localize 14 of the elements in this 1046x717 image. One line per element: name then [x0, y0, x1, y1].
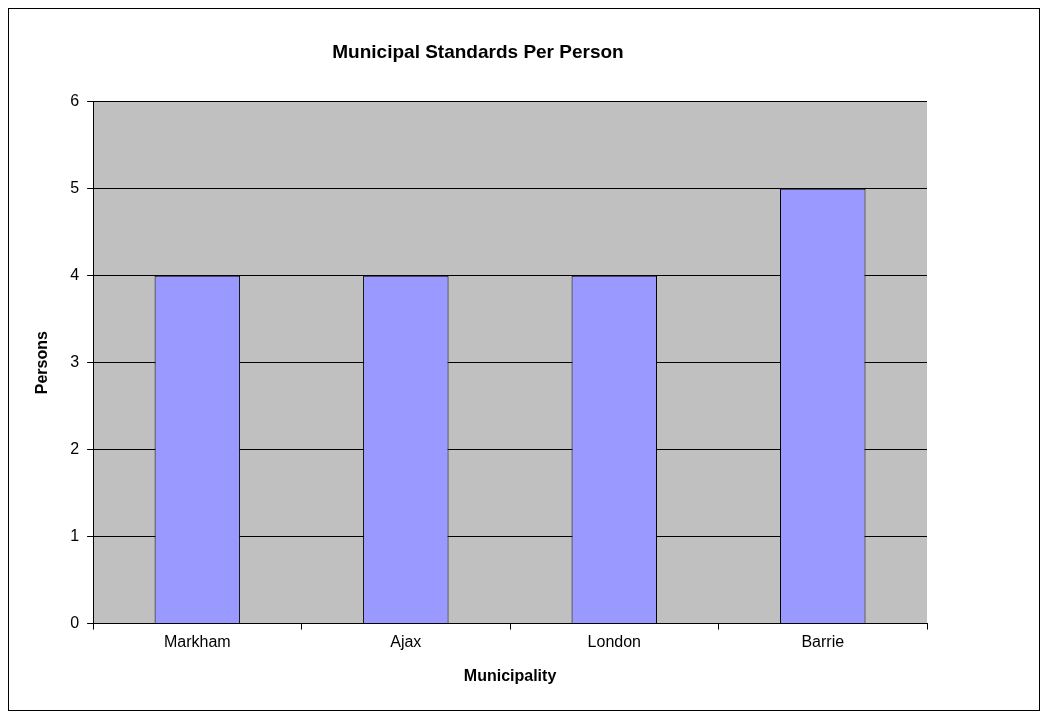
y-tick-label: 3	[70, 353, 80, 371]
y-axis-title: Persons	[33, 331, 51, 395]
y-tick-label: 4	[70, 266, 80, 284]
chart-title: Municipal Standards Per Person	[332, 40, 624, 62]
x-tick-label: Barrie	[801, 632, 845, 650]
y-tick-label: 2	[70, 440, 80, 458]
y-tick-label: 0	[70, 614, 80, 632]
y-tick-label: 6	[70, 92, 80, 110]
y-tick-label: 1	[70, 527, 80, 545]
x-tick-label: Markham	[163, 632, 231, 650]
y-tick-label: 5	[70, 179, 80, 197]
x-tick-label: Ajax	[390, 632, 422, 650]
x-axis-title: Municipality	[463, 666, 557, 684]
x-tick-label: London	[587, 632, 641, 650]
